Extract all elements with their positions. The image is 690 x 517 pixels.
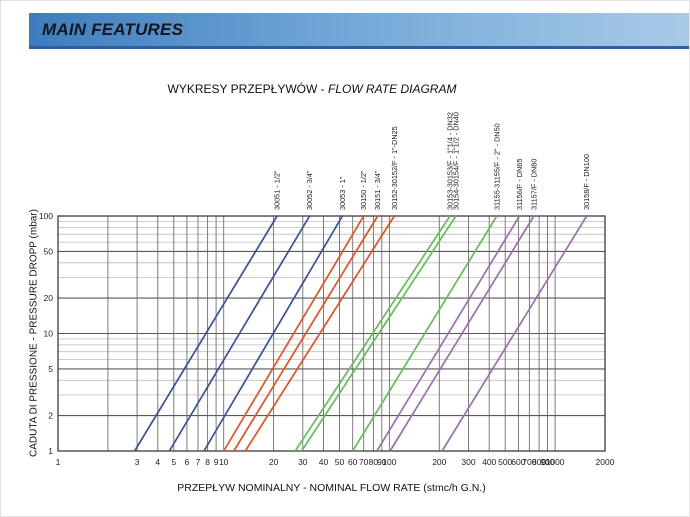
y-axis-label: CADUTA DI PRESSIONE - PRESSURE DROPP (mb…: [28, 208, 40, 458]
x-tick-400: 400: [482, 457, 496, 467]
x-tick-60: 60: [348, 457, 358, 467]
series-label-30053: 30053 - 1": [338, 176, 347, 210]
x-tick-70: 70: [359, 457, 369, 467]
x-tick-200: 200: [432, 457, 446, 467]
flow-line-30153-30153/F: [294, 215, 451, 452]
flow-line-30052: [168, 215, 311, 452]
x-axis-label: PRZEPŁYW NOMINALNY - NOMINAL FLOW RATE (…: [177, 482, 486, 494]
y-tick-5: 5: [48, 364, 53, 374]
x-tick-100: 100: [382, 457, 396, 467]
x-tick-900: 900: [540, 457, 554, 467]
series-label-30153-30153/F: 30153-30153/F - 1"1/4 - DN32: [446, 112, 455, 210]
y-tick-50: 50: [44, 246, 54, 256]
y-tick-2: 2: [48, 411, 53, 421]
plot-border: [57, 215, 606, 452]
series-label-31157/F: 31157/F - DN80: [529, 159, 538, 210]
flow-line-30158/F: [441, 215, 588, 452]
flow-line-30152-30152/F: [244, 215, 396, 452]
flow-line-31157/F: [389, 215, 535, 452]
series-label-30051: 30051 - 1/2": [273, 170, 282, 210]
x-tick-90: 90: [377, 457, 387, 467]
x-tick-600: 600: [511, 457, 525, 467]
flow-line-30150: [222, 215, 365, 452]
x-tick-8: 8: [205, 457, 210, 467]
flow-line-30154-30154/F: [300, 215, 457, 452]
series-label-30154-30154/F: 30154-30154/F - 1"1/2 - DN40: [451, 112, 460, 210]
x-tick-10: 10: [219, 457, 229, 467]
flow-line-30051: [133, 215, 278, 452]
x-tick-9: 9: [214, 457, 219, 467]
y-tick-100: 100: [39, 211, 53, 221]
x-tick-1000: 1000: [546, 457, 565, 467]
page-title-normal: WYKRESY PRZEPŁYWÓW -: [167, 82, 328, 96]
x-tick-5: 5: [171, 457, 176, 467]
x-tick-700: 700: [522, 457, 536, 467]
x-tick-7: 7: [196, 457, 201, 467]
x-tick-30: 30: [298, 457, 308, 467]
x-tick-500: 500: [498, 457, 512, 467]
x-tick-2000: 2000: [596, 457, 615, 467]
header-bar: MAIN FEATURES: [29, 13, 689, 49]
x-tick-6: 6: [185, 457, 190, 467]
x-tick-3: 3: [135, 457, 140, 467]
x-tick-800: 800: [532, 457, 546, 467]
y-tick-1: 1: [48, 446, 53, 456]
x-tick-1: 1: [56, 457, 61, 467]
y-tick-20: 20: [44, 293, 54, 303]
x-tick-40: 40: [319, 457, 329, 467]
series-label-30052: 30052 - 3/4": [305, 170, 314, 210]
x-tick-50: 50: [335, 457, 345, 467]
flow-line-30151: [233, 215, 379, 452]
x-tick-80: 80: [369, 457, 379, 467]
series-label-30151: 30151 - 3/4": [373, 170, 382, 210]
x-tick-300: 300: [461, 457, 475, 467]
page-title: WYKRESY PRZEPŁYWÓW - FLOW RATE DIAGRAM: [1, 82, 623, 96]
series-label-30158/F: 30158/F - DN100: [582, 154, 591, 210]
series-label-31155-31155/F: 31155-31155/F - 2" - DN50: [492, 123, 501, 210]
series-label-31156/F: 31156/F - DN65: [515, 159, 524, 210]
x-tick-4: 4: [155, 457, 160, 467]
series-label-30150: 30150 - 1/2": [359, 170, 368, 210]
series-label-30152-30152/F: 30152-30152/F - 1"-DN25: [390, 126, 399, 210]
flow-line-30053: [203, 215, 344, 452]
page-title-italic: FLOW RATE DIAGRAM: [328, 82, 457, 96]
y-tick-10: 10: [44, 329, 54, 339]
header-title: MAIN FEATURES: [42, 19, 184, 39]
flow-line-31156/F: [376, 215, 521, 452]
flow-line-31155-31155/F: [351, 215, 498, 452]
x-tick-20: 20: [269, 457, 279, 467]
